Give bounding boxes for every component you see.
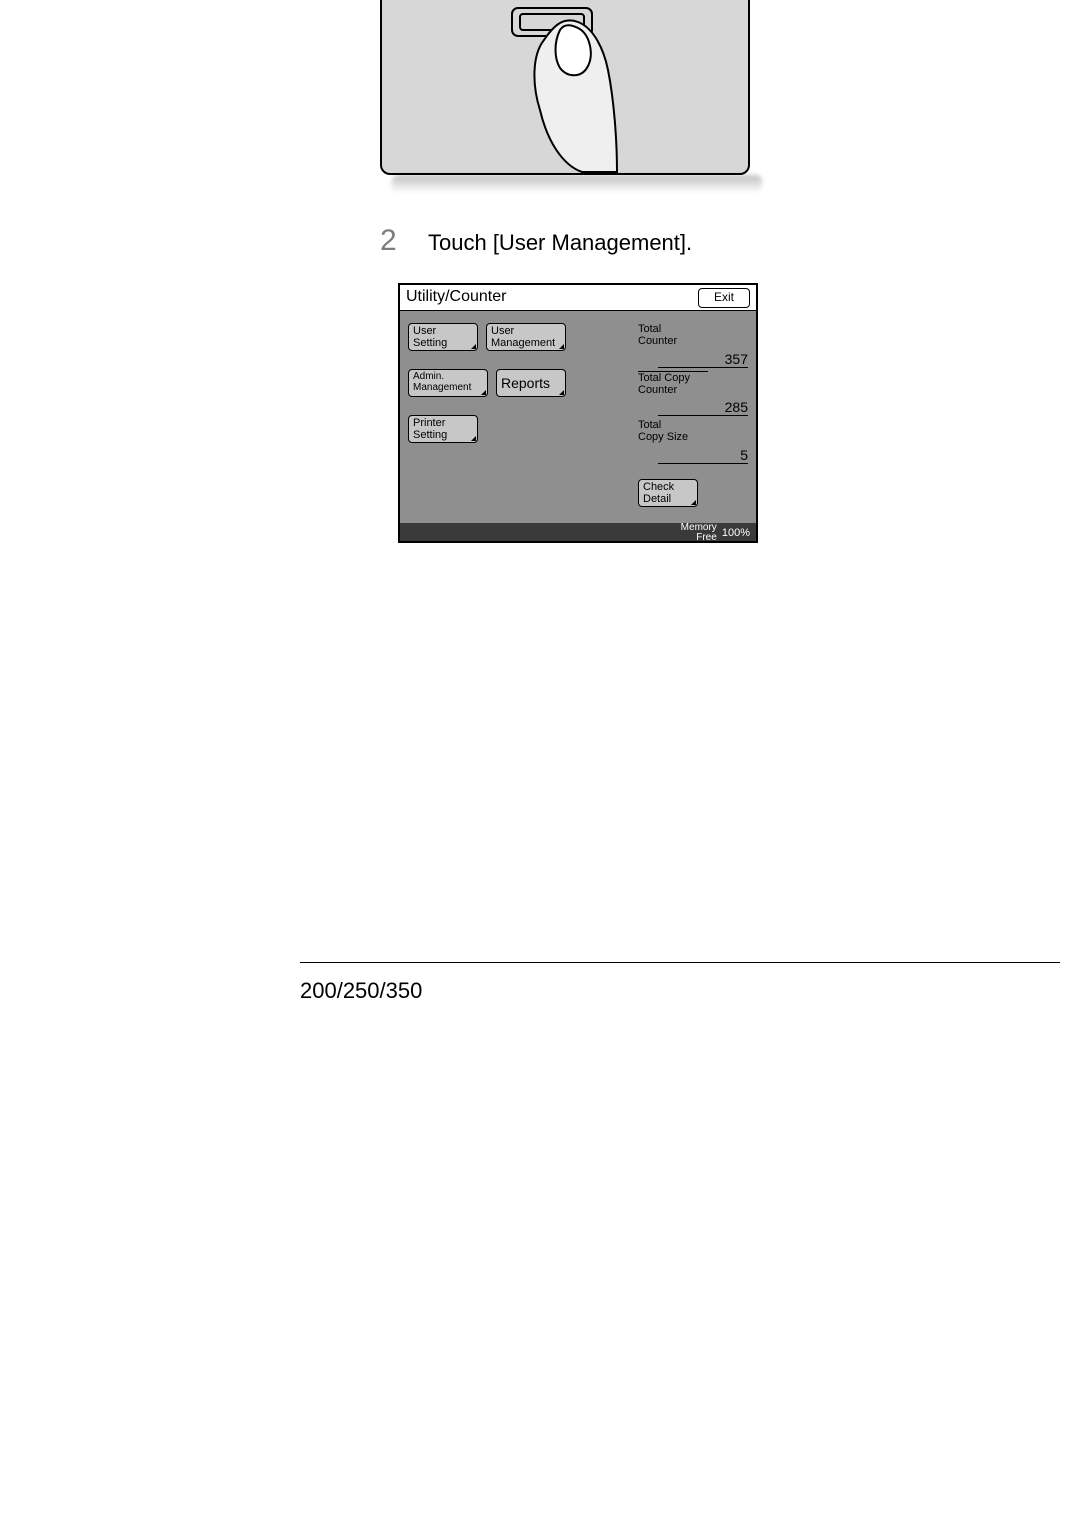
button-label: UserSetting — [413, 325, 447, 349]
panel-shadow — [392, 175, 762, 193]
utility-counter-screen: Utility/Counter Exit UserSetting UserMan… — [398, 283, 758, 543]
total-copy-size-label: TotalCopy Size — [638, 419, 708, 443]
exit-button[interactable]: Exit — [698, 288, 750, 308]
total-copy-size-value: 5 — [658, 447, 748, 464]
admin-management-button[interactable]: Admin.Management — [408, 369, 488, 397]
screen-header: Utility/Counter Exit — [400, 285, 756, 311]
button-label: Admin.Management — [413, 371, 471, 393]
screen-title: Utility/Counter — [406, 288, 506, 306]
button-label: UserManagement — [491, 325, 555, 349]
screen-footer: MemoryFree 100% — [400, 523, 756, 541]
button-label: Reports — [501, 375, 550, 391]
memory-free-value: 100% — [722, 527, 750, 539]
printer-setting-button[interactable]: PrinterSetting — [408, 415, 478, 443]
step-instruction: Touch [User Management]. — [428, 230, 692, 256]
total-copy-counter-label: Total CopyCounter — [638, 371, 708, 396]
step-number: 2 — [380, 224, 397, 258]
memory-free-label: MemoryFree — [681, 523, 717, 543]
total-counter-label: TotalCounter — [638, 323, 708, 347]
model-number: 200/250/350 — [300, 978, 422, 1004]
button-label: PrinterSetting — [413, 417, 447, 441]
screen-body: UserSetting UserManagement Admin.Managem… — [400, 311, 756, 523]
total-counter-value: 357 — [658, 351, 748, 368]
footer-rule — [300, 962, 1060, 963]
check-detail-button[interactable]: CheckDetail — [638, 479, 698, 507]
user-management-button[interactable]: UserManagement — [486, 323, 566, 351]
user-setting-button[interactable]: UserSetting — [408, 323, 478, 351]
finger-icon — [382, 0, 752, 175]
touch-illustration-panel — [380, 0, 750, 175]
button-label: CheckDetail — [643, 481, 674, 505]
total-copy-counter-value: 285 — [658, 399, 748, 416]
reports-button[interactable]: Reports — [496, 369, 566, 397]
